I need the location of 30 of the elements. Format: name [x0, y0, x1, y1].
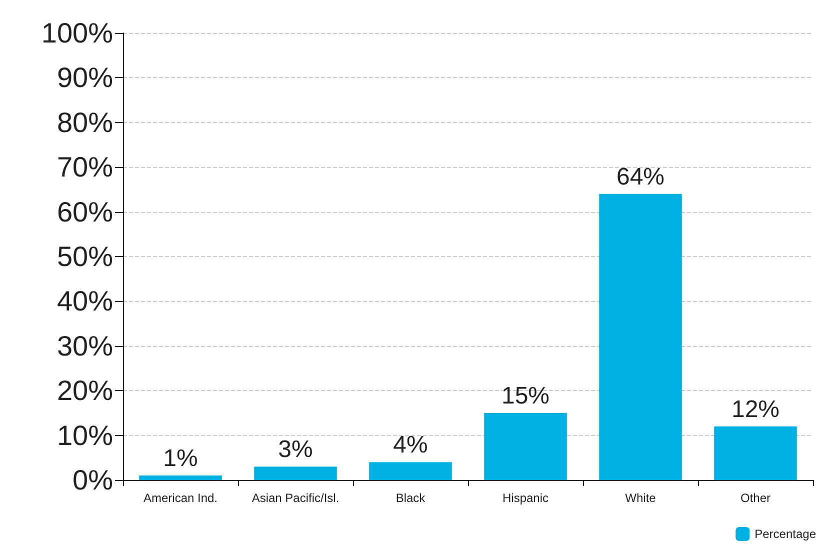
x-tick-label: Black	[396, 491, 426, 505]
y-tick-label: 30%	[56, 330, 113, 362]
data-label: 12%	[731, 396, 780, 423]
x-tick-label: Hispanic	[502, 491, 549, 505]
bar	[484, 412, 567, 480]
bar	[139, 476, 222, 480]
x-tick-label: White	[625, 491, 656, 505]
bar	[599, 194, 682, 480]
y-tick-label: 40%	[56, 286, 113, 317]
x-tick-label: American Ind.	[143, 491, 218, 505]
legend-label: Percentage	[754, 527, 816, 541]
data-label: 3%	[278, 436, 313, 464]
y-tick-label: 50%	[56, 241, 113, 272]
y-tick-label: 10%	[56, 420, 113, 451]
data-label: 15%	[501, 382, 550, 410]
data-label: 64%	[616, 163, 665, 190]
y-tick-label: 80%	[56, 106, 113, 138]
bar	[254, 466, 337, 480]
y-tick-label: 70%	[56, 152, 113, 183]
x-tick-label: Other	[740, 491, 771, 505]
y-tick-label: 90%	[56, 62, 113, 94]
data-label: 4%	[393, 432, 428, 459]
y-tick-label: 100%	[41, 18, 113, 48]
x-tick-label: Asian Pacific/Isl.	[252, 491, 340, 505]
data-label: 1%	[163, 445, 198, 472]
y-tick-label: 60%	[56, 196, 113, 228]
y-tick-label: 0%	[72, 464, 113, 496]
y-tick-label: 20%	[56, 375, 113, 406]
bar	[714, 426, 797, 480]
bar	[369, 462, 452, 480]
